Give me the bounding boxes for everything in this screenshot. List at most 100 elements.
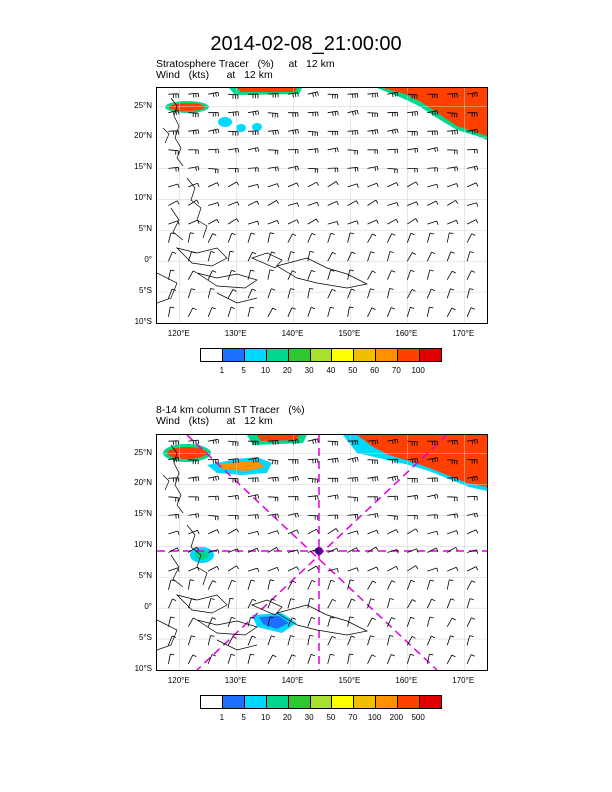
colorbar-label: 100 bbox=[411, 366, 425, 375]
panel2-graticule bbox=[157, 435, 487, 670]
wind-barb bbox=[267, 307, 277, 317]
wind-barb bbox=[168, 306, 175, 317]
wind-barb bbox=[247, 494, 260, 500]
wind-barb bbox=[208, 148, 219, 154]
wind-barb bbox=[466, 219, 479, 225]
panel1-map-svg bbox=[157, 88, 487, 323]
wind-barb bbox=[227, 232, 236, 243]
wind-barb bbox=[446, 251, 455, 262]
wind-barb bbox=[426, 579, 435, 590]
wind-barb bbox=[207, 654, 216, 664]
wind-barb bbox=[307, 130, 319, 137]
wind-barb bbox=[467, 439, 478, 445]
wind-barb bbox=[387, 168, 398, 174]
wind-barb bbox=[247, 514, 259, 519]
wind-barb bbox=[446, 288, 455, 299]
wind-barb bbox=[387, 307, 395, 317]
wind-barb bbox=[208, 566, 220, 572]
wind-barb bbox=[406, 252, 416, 262]
panel1-graticule bbox=[157, 88, 487, 323]
wind-barb bbox=[367, 307, 376, 317]
wind-barb bbox=[446, 654, 456, 664]
wind-barb bbox=[447, 112, 458, 118]
wind-barb bbox=[387, 438, 399, 445]
wind-barb bbox=[427, 530, 439, 536]
wind-barb bbox=[446, 617, 456, 627]
lat-tick-label: 25°N bbox=[134, 100, 152, 110]
wind-barb bbox=[287, 580, 297, 590]
wind-barb bbox=[387, 182, 399, 188]
wind-barb bbox=[168, 149, 179, 155]
colorbar-label: 70 bbox=[391, 366, 401, 375]
wind-barb bbox=[287, 459, 299, 464]
wind-barb bbox=[228, 168, 239, 173]
wind-barb bbox=[307, 270, 316, 280]
panel1-map[interactable] bbox=[156, 87, 488, 324]
wind-barb bbox=[267, 579, 275, 590]
wind-barb bbox=[446, 307, 456, 317]
tracer2-blob-ng-core bbox=[259, 616, 289, 629]
wind-barb bbox=[387, 128, 399, 135]
wind-barb bbox=[227, 597, 234, 609]
wind-barb bbox=[367, 251, 375, 262]
wind-barb bbox=[467, 512, 479, 518]
wind-barb bbox=[447, 530, 459, 535]
wind-barb bbox=[307, 654, 316, 664]
wind-barb bbox=[467, 496, 478, 501]
wind-barb bbox=[427, 220, 439, 225]
panel1-coastlines bbox=[157, 97, 369, 304]
wind-barb bbox=[347, 183, 359, 188]
colorbar-swatch bbox=[398, 349, 421, 361]
wind-barb bbox=[367, 635, 375, 646]
panel2-map[interactable] bbox=[156, 434, 488, 671]
wind-barb bbox=[247, 457, 260, 463]
wind-barb bbox=[427, 494, 439, 500]
wind-barb bbox=[327, 93, 339, 99]
lat-tick-label: 20°N bbox=[134, 131, 152, 141]
wind-barb bbox=[327, 548, 339, 553]
wind-barb bbox=[207, 635, 215, 646]
wind-barb bbox=[467, 459, 478, 464]
wind-barb bbox=[327, 251, 337, 262]
colorbar-label: 20 bbox=[282, 366, 292, 375]
lat-tick-label: 5°S bbox=[139, 286, 152, 296]
wind-barb bbox=[327, 130, 339, 136]
wind-barb bbox=[307, 477, 319, 484]
lon-tick-label: 170°E bbox=[452, 329, 475, 338]
lon-tick-label: 160°E bbox=[395, 676, 418, 685]
wind-barb bbox=[247, 167, 259, 172]
wind-barb bbox=[367, 546, 379, 553]
wind-barb bbox=[207, 233, 217, 243]
wind-barb bbox=[426, 288, 436, 299]
lat-tick-label: 5°N bbox=[138, 571, 152, 581]
wind-barb bbox=[187, 617, 197, 627]
wind-barb bbox=[187, 598, 196, 609]
wind-barb bbox=[406, 232, 415, 243]
colorbar-label: 200 bbox=[389, 713, 404, 722]
wind-barb bbox=[188, 199, 200, 206]
wind-barb bbox=[387, 635, 394, 646]
wind-barb bbox=[228, 458, 239, 464]
wind-barb bbox=[427, 183, 439, 189]
wind-barb bbox=[447, 439, 458, 445]
wind-barb bbox=[267, 112, 279, 118]
wind-barb bbox=[287, 512, 299, 518]
wind-barb bbox=[267, 166, 279, 172]
wind-barb bbox=[466, 617, 476, 627]
wind-barb bbox=[267, 440, 279, 445]
wind-barb bbox=[367, 496, 378, 501]
wind-barb bbox=[407, 477, 418, 483]
wind-barb bbox=[347, 166, 359, 172]
wind-barb bbox=[387, 598, 394, 609]
wind-barb bbox=[447, 476, 458, 482]
wind-barb bbox=[406, 289, 416, 299]
wind-barb bbox=[466, 270, 476, 280]
wind-barb bbox=[208, 549, 220, 554]
colorbar-label: 10 bbox=[261, 713, 270, 722]
wind-barb bbox=[467, 128, 479, 135]
wind-barb bbox=[466, 251, 474, 262]
wind-barb bbox=[287, 439, 299, 445]
wind-barb bbox=[347, 567, 359, 572]
wind-barb bbox=[287, 165, 299, 171]
panel2-center-marker bbox=[315, 547, 323, 555]
